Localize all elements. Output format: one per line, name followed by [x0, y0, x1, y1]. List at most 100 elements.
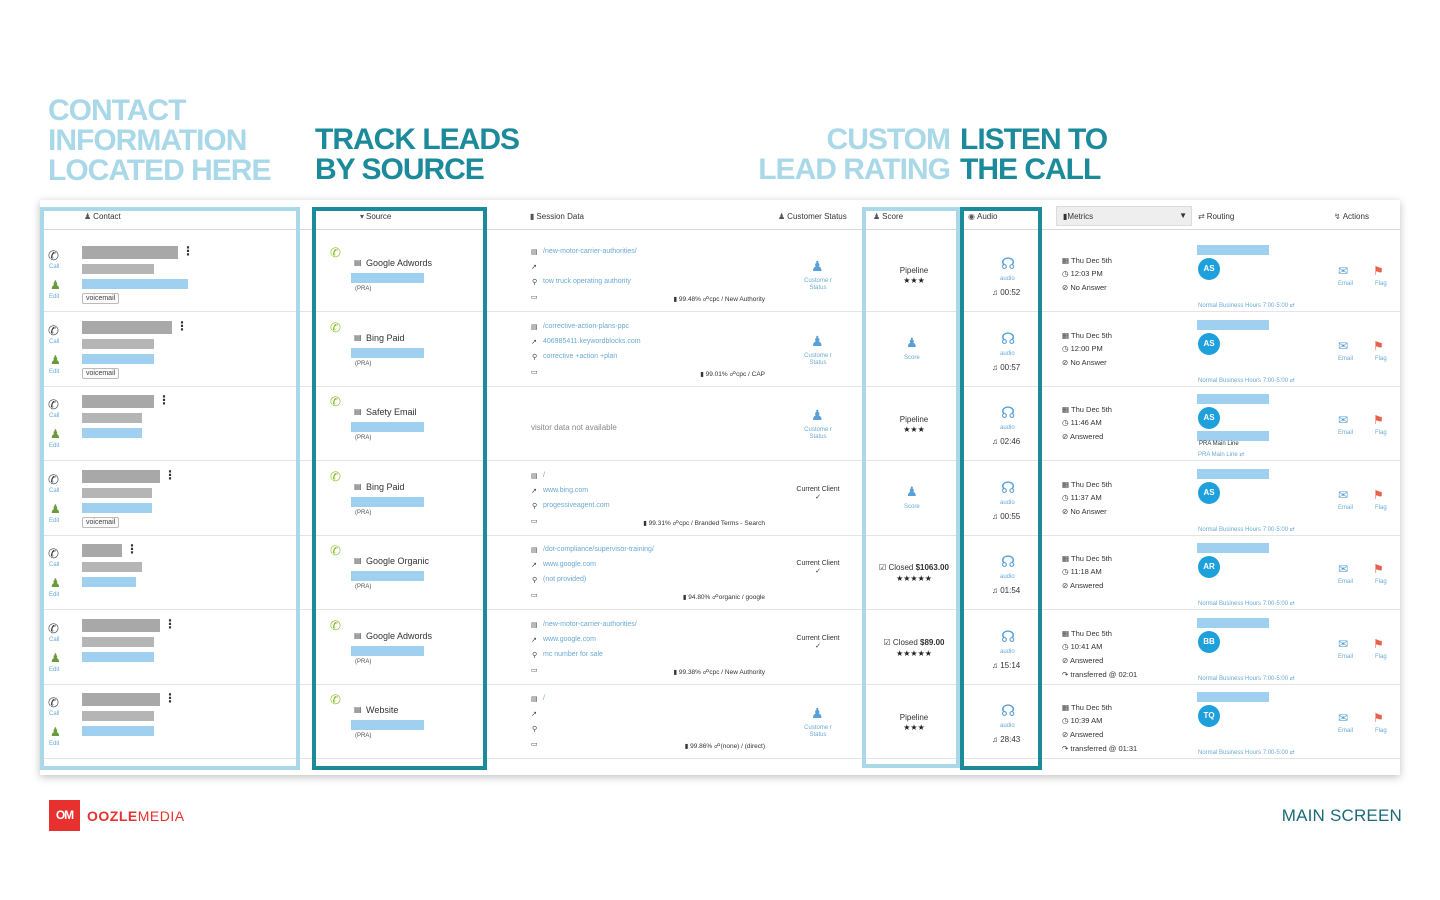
email-icon[interactable]: ✉: [1338, 487, 1349, 502]
column-header-score[interactable]: ♟ Score: [873, 212, 903, 221]
audio-link[interactable]: audio: [1000, 723, 1015, 729]
column-header-audio[interactable]: ◉ Audio: [968, 212, 997, 221]
landing-page-link[interactable]: /: [543, 695, 545, 702]
column-header-source[interactable]: ▾ Source: [360, 212, 391, 221]
flag-icon[interactable]: ⚑: [1373, 711, 1384, 725]
column-header-actions[interactable]: ↯ Actions: [1334, 212, 1369, 221]
user-edit-icon[interactable]: ♟: [50, 427, 61, 441]
score-icon[interactable]: ♟: [906, 483, 918, 499]
headphones-icon[interactable]: ☊: [1001, 628, 1016, 646]
call-link[interactable]: Call: [49, 636, 60, 643]
landing-page-link[interactable]: /: [543, 471, 545, 479]
customer-status-icon[interactable]: ♟: [811, 258, 824, 274]
flag-link[interactable]: Flag: [1375, 579, 1387, 585]
email-icon[interactable]: ✉: [1338, 562, 1349, 576]
user-edit-icon[interactable]: ♟: [50, 278, 61, 292]
user-edit-icon[interactable]: ♟: [50, 501, 61, 516]
call-link[interactable]: Call: [49, 413, 60, 419]
headphones-icon[interactable]: ☊: [1001, 405, 1016, 422]
more-options-icon[interactable]: ⋮: [164, 691, 176, 705]
customer-status-link[interactable]: Custome r Status: [804, 278, 832, 291]
edit-link[interactable]: Edit: [49, 592, 60, 598]
email-link[interactable]: Email: [1338, 653, 1354, 660]
email-icon[interactable]: ✉: [1338, 338, 1349, 353]
more-options-icon[interactable]: ⋮: [158, 393, 170, 407]
flag-icon[interactable]: ⚑: [1373, 338, 1384, 353]
email-icon[interactable]: ✉: [1338, 711, 1349, 725]
keyword-link[interactable]: tow truck operating authority: [543, 278, 631, 285]
email-link[interactable]: Email: [1338, 504, 1354, 511]
keyword-link[interactable]: (not provided): [543, 576, 587, 583]
flag-icon[interactable]: ⚑: [1373, 264, 1384, 278]
phone-icon[interactable]: ✆: [48, 322, 59, 338]
edit-link[interactable]: Edit: [49, 741, 60, 747]
headphones-icon[interactable]: ☊: [1001, 256, 1016, 273]
more-options-icon[interactable]: ⋮: [182, 244, 194, 258]
edit-link[interactable]: Edit: [49, 666, 60, 673]
email-icon[interactable]: ✉: [1338, 413, 1349, 427]
headphones-icon[interactable]: ☊: [1001, 479, 1016, 497]
call-link[interactable]: Call: [49, 711, 60, 717]
audio-link[interactable]: audio: [1000, 350, 1015, 357]
phone-icon[interactable]: ✆: [48, 546, 59, 561]
audio-link[interactable]: audio: [1000, 574, 1015, 580]
edit-link[interactable]: Edit: [49, 368, 60, 375]
agent-avatar[interactable]: AS: [1198, 481, 1220, 504]
call-link[interactable]: Call: [49, 487, 60, 494]
audio-link[interactable]: audio: [1000, 276, 1015, 282]
user-edit-icon[interactable]: ♟: [50, 725, 61, 739]
phone-icon[interactable]: ✆: [48, 620, 59, 636]
audio-link[interactable]: audio: [1000, 425, 1015, 431]
headphones-icon[interactable]: ☊: [1001, 554, 1016, 571]
column-header-customer-status[interactable]: ♟ Customer Status: [778, 212, 847, 221]
call-link[interactable]: Call: [49, 562, 60, 568]
referrer-link[interactable]: 406985411.keywordblocks.com: [543, 337, 641, 345]
agent-avatar[interactable]: AS: [1198, 258, 1220, 280]
customer-status-link[interactable]: Custome r Status: [804, 427, 832, 440]
agent-avatar[interactable]: AS: [1198, 407, 1220, 429]
email-link[interactable]: Email: [1338, 728, 1354, 734]
flag-link[interactable]: Flag: [1375, 355, 1387, 362]
audio-link[interactable]: audio: [1000, 648, 1015, 655]
more-options-icon[interactable]: ⋮: [126, 542, 138, 556]
agent-avatar[interactable]: AR: [1198, 556, 1220, 578]
flag-icon[interactable]: ⚑: [1373, 413, 1384, 427]
keyword-link[interactable]: progessiveagent.com: [543, 501, 610, 509]
agent-avatar[interactable]: AS: [1198, 332, 1220, 355]
flag-icon[interactable]: ⚑: [1373, 636, 1384, 651]
email-link[interactable]: Email: [1338, 355, 1354, 362]
edit-link[interactable]: Edit: [49, 294, 60, 300]
landing-page-link[interactable]: /dot-compliance/supervisor-training/: [543, 546, 654, 553]
more-options-icon[interactable]: ⋮: [164, 616, 176, 631]
flag-icon[interactable]: ⚑: [1373, 562, 1384, 576]
edit-link[interactable]: Edit: [49, 443, 60, 449]
phone-icon[interactable]: ✆: [48, 695, 59, 710]
email-icon[interactable]: ✉: [1338, 636, 1349, 651]
score-link[interactable]: Score: [904, 503, 920, 510]
landing-page-link[interactable]: /new-motor-carrier-authorities/: [543, 620, 637, 628]
flag-link[interactable]: Flag: [1375, 504, 1387, 511]
call-link[interactable]: Call: [49, 338, 60, 345]
column-header-session[interactable]: ▮ Session Data: [530, 212, 584, 221]
more-options-icon[interactable]: ⋮: [164, 467, 176, 482]
user-edit-icon[interactable]: ♟: [50, 576, 61, 590]
call-link[interactable]: Call: [49, 264, 60, 270]
customer-status-link[interactable]: Custome r Status: [804, 725, 832, 738]
keyword-link[interactable]: mc number for sale: [543, 650, 603, 658]
flag-link[interactable]: Flag: [1375, 430, 1387, 436]
flag-link[interactable]: Flag: [1375, 728, 1387, 734]
score-link[interactable]: Score: [904, 354, 920, 361]
email-link[interactable]: Email: [1338, 579, 1354, 585]
landing-page-link[interactable]: /corrective-action-plans-ppc: [543, 322, 629, 330]
email-icon[interactable]: ✉: [1338, 264, 1349, 278]
customer-status-icon[interactable]: ♟: [811, 407, 824, 423]
metrics-dropdown[interactable]: ▮Metrics ▼: [1056, 206, 1192, 226]
audio-link[interactable]: audio: [1000, 499, 1015, 506]
more-options-icon[interactable]: ⋮: [176, 318, 188, 333]
referrer-link[interactable]: www.bing.com: [543, 486, 589, 494]
email-link[interactable]: Email: [1338, 430, 1354, 436]
flag-link[interactable]: Flag: [1375, 281, 1387, 287]
flag-icon[interactable]: ⚑: [1373, 487, 1384, 502]
agent-avatar[interactable]: BB: [1198, 630, 1220, 653]
landing-page-link[interactable]: /new-motor-carrier-authorities/: [543, 248, 637, 255]
